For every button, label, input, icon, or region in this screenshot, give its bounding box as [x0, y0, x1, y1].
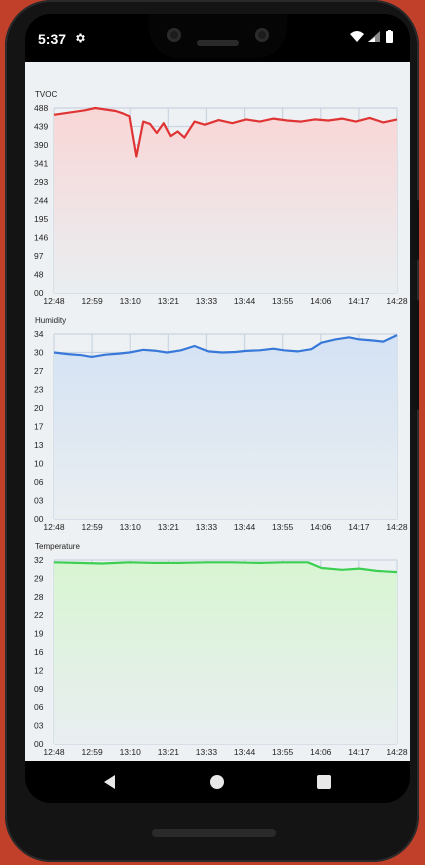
series-area	[54, 335, 397, 519]
x-tick-label: 13:33	[196, 296, 218, 306]
y-tick-label: 20	[34, 403, 44, 413]
y-tick-label: 03	[34, 721, 44, 731]
x-tick-label: 13:21	[158, 747, 180, 757]
y-tick-label: 17	[34, 422, 44, 432]
x-tick-label: 12:59	[81, 296, 103, 306]
status-icons	[350, 30, 393, 43]
chart-title: Temperature	[35, 542, 80, 551]
humidity-chart: 34 30 27 23 20 17 13 10 06 03 00 12:48 12:59 13:10 13:…	[25, 316, 410, 536]
y-tick-label: 09	[34, 684, 44, 694]
x-tick-label: 14:06	[310, 522, 332, 532]
gear-icon	[76, 33, 85, 43]
y-tick-label: 390	[34, 140, 48, 150]
earpiece-speaker	[197, 40, 239, 46]
y-tick-label: 97	[34, 251, 44, 261]
y-tick-label: 06	[34, 702, 44, 712]
x-tick-label: 14:28	[386, 296, 408, 306]
navigation-bar	[25, 761, 410, 803]
y-tick-label: 34	[34, 329, 44, 339]
y-tick-label: 06	[34, 477, 44, 487]
y-tick-label: 488	[34, 103, 48, 113]
x-tick-label: 13:10	[120, 522, 142, 532]
front-camera-icon	[167, 28, 181, 42]
x-tick-label: 13:21	[158, 296, 180, 306]
wifi-icon	[350, 31, 364, 42]
y-tick-label: 48	[34, 270, 44, 280]
x-tick-label: 13:10	[120, 747, 142, 757]
y-tick-label: 22	[34, 610, 44, 620]
signal-icon	[368, 31, 380, 42]
x-tick-label: 14:28	[386, 522, 408, 532]
status-time: 5:37	[38, 31, 67, 47]
camera-notch	[149, 14, 287, 58]
x-tick-label: 12:48	[43, 522, 65, 532]
x-tick-label: 12:59	[81, 522, 103, 532]
volume-button	[413, 300, 419, 410]
x-tick-label: 13:33	[196, 747, 218, 757]
x-tick-label: 13:55	[272, 296, 294, 306]
x-tick-label: 13:21	[158, 522, 180, 532]
x-tick-label: 13:33	[196, 522, 218, 532]
x-tick-label: 12:48	[43, 747, 65, 757]
temperature-chart: 32 29 28 22 19 16 12 09 06 03 00 12:48 12:59 13:10 13:…	[25, 542, 410, 761]
y-tick-label: 293	[34, 177, 48, 187]
y-tick-label: 12	[34, 665, 44, 675]
y-tick-label: 13	[34, 440, 44, 450]
tvoc-chart: 488 439 390 341 293 244 195 146 97 48 00 12:48 12:59…	[25, 90, 410, 310]
y-tick-label: 244	[34, 196, 48, 206]
y-tick-label: 03	[34, 496, 44, 506]
recents-icon[interactable]	[315, 773, 333, 791]
y-tick-label: 19	[34, 629, 44, 639]
x-tick-label: 13:44	[234, 747, 256, 757]
y-tick-label: 10	[34, 459, 44, 469]
series-line	[53, 561, 398, 574]
chart-title: TVOC	[35, 90, 58, 99]
sensor-dashboard: 488 439 390 341 293 244 195 146 97 48 00 12:48 12:59…	[25, 62, 410, 761]
x-tick-label: 13:55	[272, 747, 294, 757]
y-tick-label: 28	[34, 592, 44, 602]
y-tick-label: 00	[34, 288, 44, 298]
front-camera-icon	[255, 28, 269, 42]
bottom-speaker-grill	[152, 829, 276, 837]
y-tick-label: 146	[34, 233, 48, 243]
x-tick-label: 13:10	[120, 296, 142, 306]
x-tick-label: 14:06	[310, 747, 332, 757]
x-tick-label: 12:48	[43, 296, 65, 306]
x-tick-label: 13:44	[234, 296, 256, 306]
y-tick-label: 439	[34, 122, 48, 132]
y-tick-label: 30	[34, 348, 44, 358]
series-area	[54, 562, 397, 744]
series-line	[53, 106, 398, 158]
home-icon[interactable]	[208, 773, 226, 791]
y-tick-label: 23	[34, 385, 44, 395]
x-tick-label: 14:17	[348, 747, 370, 757]
y-tick-label: 32	[34, 555, 44, 565]
y-tick-label: 29	[34, 573, 44, 583]
y-tick-label: 00	[34, 514, 44, 524]
y-tick-label: 16	[34, 647, 44, 657]
series-area	[54, 108, 397, 293]
x-tick-label: 13:44	[234, 522, 256, 532]
power-button	[413, 200, 419, 260]
x-tick-label: 14:17	[348, 522, 370, 532]
battery-icon	[386, 31, 393, 43]
x-tick-label: 14:28	[386, 747, 408, 757]
x-tick-label: 14:06	[310, 296, 332, 306]
x-tick-label: 14:17	[348, 296, 370, 306]
y-tick-label: 195	[34, 214, 48, 224]
y-tick-label: 341	[34, 159, 48, 169]
device-screen: 5:37 488 439 390 341 293 244 195 146 97 48 00 12:48…	[25, 14, 410, 803]
y-tick-label: 00	[34, 739, 44, 749]
status-bar: 5:37	[25, 14, 410, 62]
x-tick-label: 12:59	[81, 747, 103, 757]
series-line	[53, 334, 398, 358]
y-tick-label: 27	[34, 366, 44, 376]
chart-title: Humidity	[35, 316, 67, 325]
phone-frame: 5:37 488 439 390 341 293 244 195 146 97 48 00 12:48…	[5, 0, 419, 862]
back-icon[interactable]	[101, 773, 119, 791]
x-tick-label: 13:55	[272, 522, 294, 532]
